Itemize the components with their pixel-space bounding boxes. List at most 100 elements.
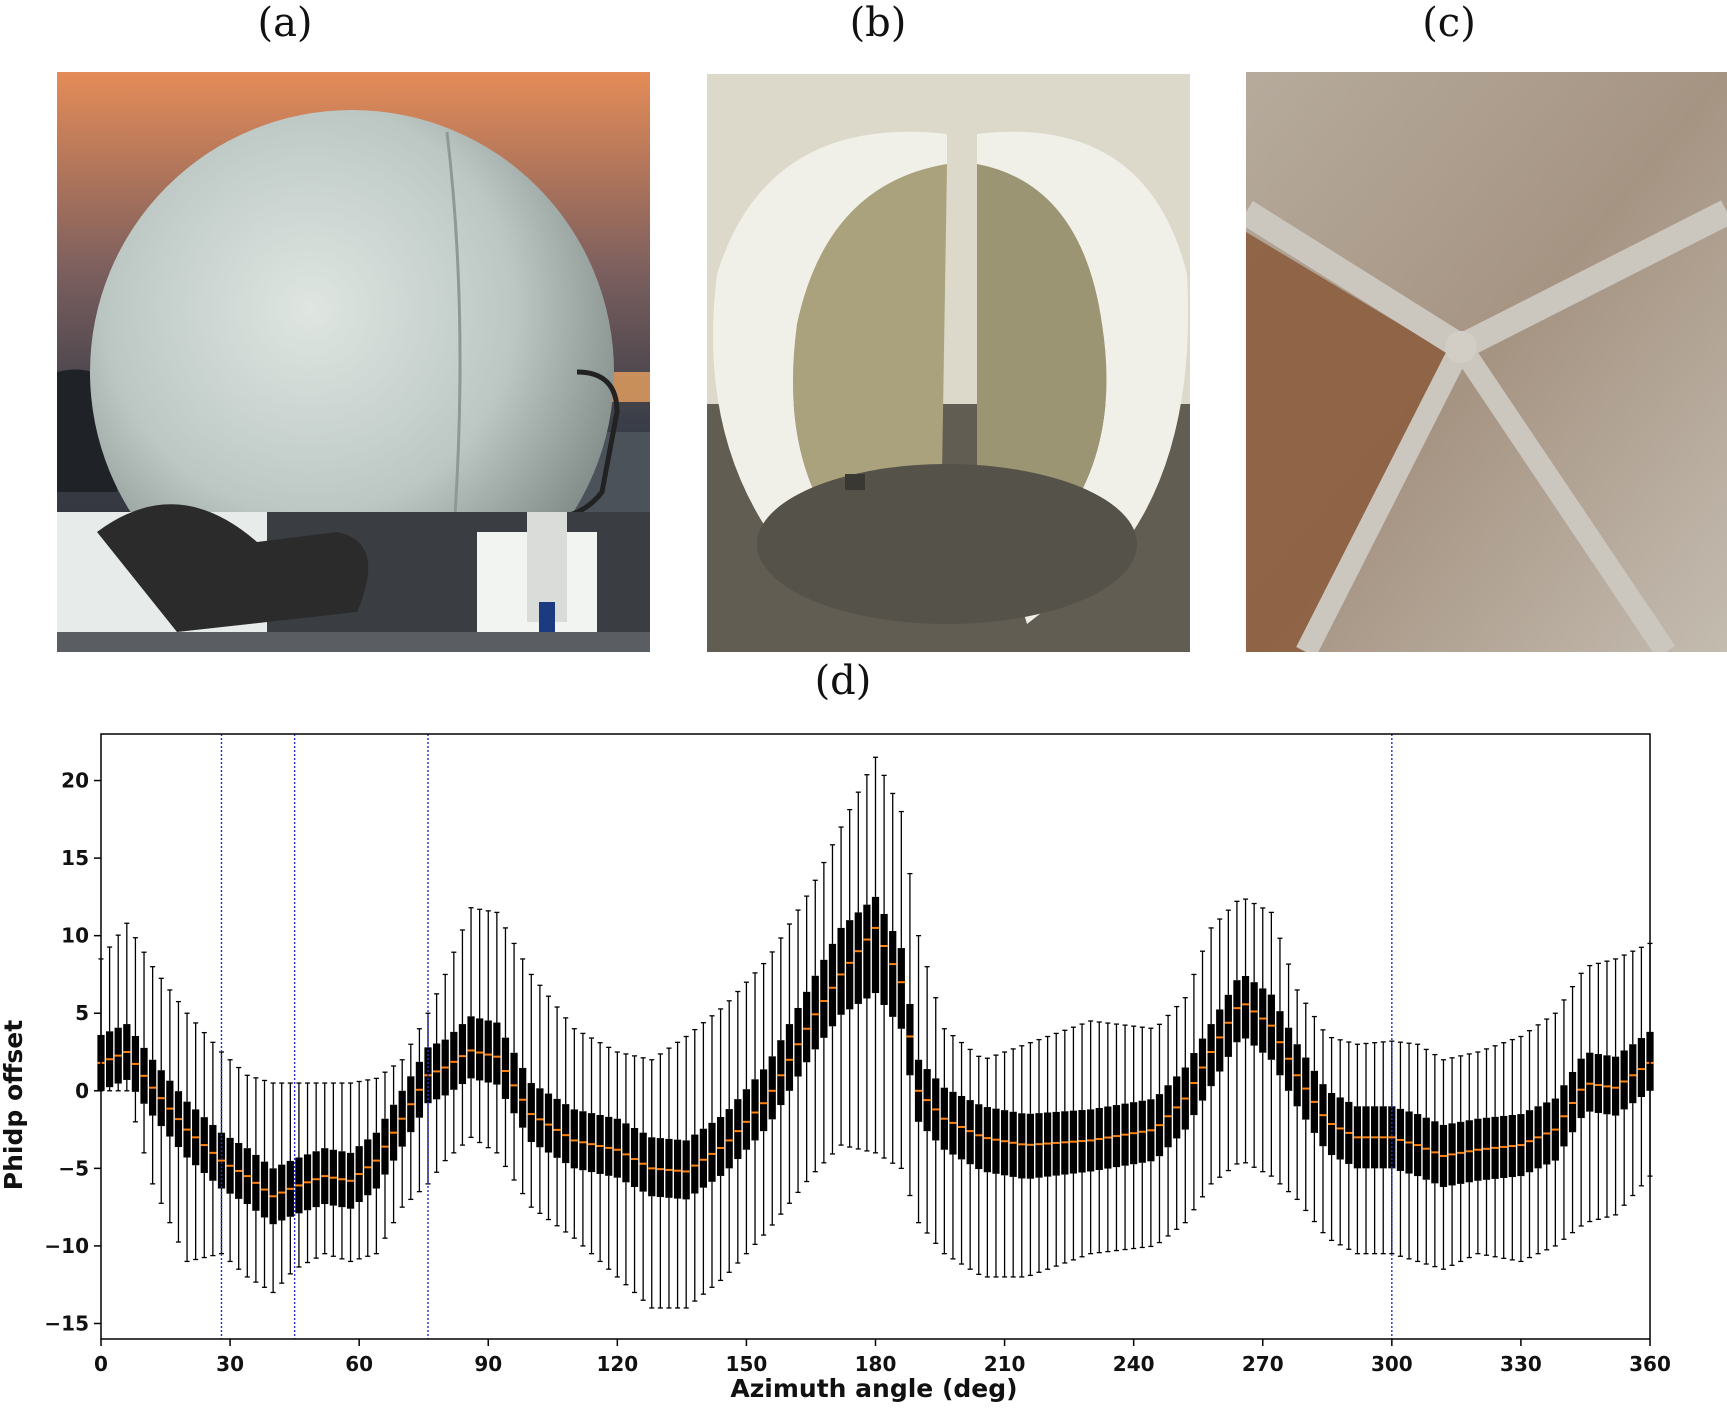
box-10 bbox=[140, 951, 148, 1154]
y-axis-label: Phidp offset bbox=[0, 1020, 28, 1190]
photo-radome-ship bbox=[57, 72, 650, 652]
box-iqr bbox=[760, 1069, 768, 1132]
box-iqr bbox=[510, 1052, 518, 1114]
box-246 bbox=[1155, 1023, 1164, 1244]
x-axis-ticks: 0 30 60 90 120 150 180 210 240 270 300 330 360 bbox=[94, 1339, 1671, 1376]
x-tick-label-240: 240 bbox=[1113, 1352, 1155, 1376]
box-236 bbox=[1112, 1023, 1121, 1252]
box-iqr bbox=[889, 931, 897, 1017]
box-iqr bbox=[1637, 1038, 1646, 1097]
box-90 bbox=[484, 910, 492, 1149]
box-iqr bbox=[579, 1111, 587, 1171]
box-194 bbox=[932, 997, 940, 1244]
box-278 bbox=[1293, 989, 1301, 1201]
box-226 bbox=[1069, 1026, 1078, 1261]
box-116 bbox=[596, 1042, 604, 1263]
box-104 bbox=[544, 995, 553, 1221]
box-iqr bbox=[863, 904, 871, 999]
box-142 bbox=[708, 1015, 716, 1288]
box-iqr bbox=[458, 1024, 467, 1085]
box-iqr bbox=[785, 1024, 794, 1091]
box-186 bbox=[897, 810, 905, 1170]
box-140 bbox=[699, 1022, 708, 1295]
box-260 bbox=[1216, 918, 1224, 1178]
box-iqr bbox=[1018, 1113, 1026, 1179]
box-106 bbox=[553, 1006, 561, 1227]
box-102 bbox=[536, 984, 544, 1214]
box-16 bbox=[166, 989, 174, 1224]
x-tick-label-0: 0 bbox=[94, 1352, 108, 1376]
box-200 bbox=[957, 1041, 966, 1265]
box-174 bbox=[846, 808, 854, 1148]
box-328 bbox=[1508, 1038, 1516, 1261]
box-284 bbox=[1319, 1029, 1327, 1234]
box-68 bbox=[389, 1065, 398, 1224]
box-124 bbox=[630, 1055, 639, 1294]
box-74 bbox=[415, 1028, 424, 1193]
box-232 bbox=[1095, 1021, 1103, 1254]
box-170 bbox=[828, 844, 837, 1155]
box-308 bbox=[1422, 1048, 1430, 1265]
box-94 bbox=[501, 927, 510, 1168]
box-iqr bbox=[803, 991, 811, 1063]
box-iqr bbox=[691, 1134, 699, 1194]
box-228 bbox=[1078, 1023, 1086, 1258]
box-290 bbox=[1345, 1041, 1353, 1250]
box-138 bbox=[691, 1028, 699, 1302]
box-240 bbox=[1130, 1025, 1138, 1250]
y-tick-label--10: −10 bbox=[44, 1234, 89, 1258]
box-358 bbox=[1637, 946, 1646, 1187]
box-120 bbox=[613, 1051, 621, 1278]
box-136 bbox=[682, 1035, 690, 1309]
box-iqr bbox=[1009, 1111, 1017, 1177]
box-30 bbox=[226, 1059, 234, 1263]
y-tick-label-20: 20 bbox=[61, 769, 89, 793]
y-tick-label-15: 15 bbox=[61, 846, 89, 870]
box-8 bbox=[131, 937, 140, 1123]
box-iqr bbox=[1594, 1054, 1602, 1113]
box-176 bbox=[854, 791, 862, 1150]
box-304 bbox=[1405, 1042, 1413, 1260]
box-286 bbox=[1327, 1036, 1336, 1242]
y-axis-ticks: −15 −10 −5 0 5 10 15 20 bbox=[44, 769, 101, 1335]
box-iqr bbox=[768, 1056, 776, 1120]
box-244 bbox=[1147, 1027, 1155, 1248]
box-iqr bbox=[811, 975, 819, 1050]
box-190 bbox=[914, 935, 923, 1224]
box-iqr bbox=[1620, 1050, 1628, 1110]
box-294 bbox=[1362, 1042, 1370, 1255]
box-98 bbox=[519, 958, 527, 1195]
box-iqr bbox=[544, 1093, 553, 1153]
box-316 bbox=[1457, 1055, 1465, 1263]
box-130 bbox=[656, 1053, 664, 1309]
box-plot-chart: 0 30 60 90 120 150 180 210 240 270 300 330 360 −15−1… bbox=[0, 733, 1671, 1403]
y-tick-label--15: −15 bbox=[44, 1311, 89, 1335]
box-178 bbox=[863, 774, 871, 1152]
box-230 bbox=[1087, 1020, 1095, 1255]
box-iqr bbox=[1603, 1055, 1611, 1115]
box-322 bbox=[1482, 1048, 1491, 1256]
box-44 bbox=[286, 1082, 294, 1275]
box-iqr bbox=[1190, 1053, 1198, 1116]
box-iqr bbox=[562, 1104, 570, 1164]
box-216 bbox=[1026, 1042, 1035, 1277]
box-310 bbox=[1431, 1053, 1439, 1268]
box-198 bbox=[949, 1034, 957, 1260]
box-iqr bbox=[820, 959, 828, 1038]
box-iqr bbox=[983, 1107, 991, 1173]
box-iqr bbox=[1043, 1112, 1052, 1177]
box-206 bbox=[983, 1057, 991, 1278]
photo-radome-halves bbox=[707, 74, 1190, 652]
box-270 bbox=[1259, 907, 1267, 1173]
box-180 bbox=[871, 756, 880, 1154]
box-iqr bbox=[682, 1140, 690, 1200]
box-20 bbox=[183, 1012, 191, 1263]
box-iqr bbox=[467, 1016, 475, 1079]
box-iqr bbox=[992, 1108, 1000, 1174]
box-318 bbox=[1465, 1053, 1473, 1259]
box-210 bbox=[1000, 1051, 1009, 1278]
box-166 bbox=[811, 879, 819, 1173]
box-64 bbox=[372, 1077, 380, 1255]
box-48 bbox=[303, 1082, 312, 1264]
box-218 bbox=[1035, 1038, 1043, 1273]
